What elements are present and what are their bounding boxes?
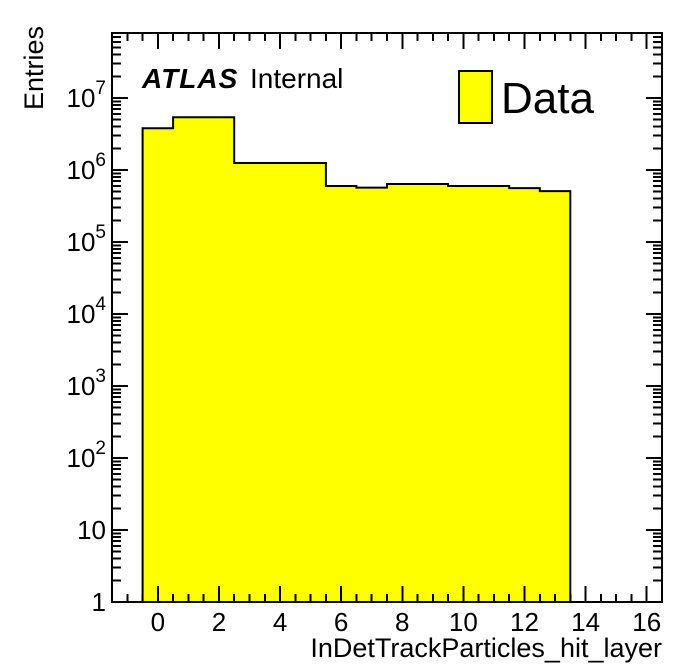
y-tick-label: 104 — [67, 294, 107, 329]
y-tick-label: 103 — [67, 366, 107, 401]
legend-swatch — [458, 70, 493, 124]
y-tick-label: 107 — [67, 78, 107, 113]
x-axis-title: InDetTrackParticles_hit_layer — [310, 633, 662, 663]
legend-label: Data — [501, 74, 594, 123]
x-tick-label: 16 — [632, 607, 661, 637]
y-tick-label: 1 — [92, 587, 106, 617]
x-tick-label: 0 — [151, 607, 165, 637]
x-tick-label: 2 — [212, 607, 226, 637]
atlas-label: ATLAS — [141, 63, 238, 94]
x-tick-label: 6 — [334, 607, 348, 637]
y-tick-label: 106 — [67, 150, 107, 185]
x-tick-label: 8 — [395, 607, 409, 637]
x-tick-label: 4 — [273, 607, 287, 637]
y-tick-label: 102 — [67, 438, 107, 473]
x-tick-label: 14 — [571, 607, 600, 637]
atlas-sublabel: Internal — [250, 63, 343, 94]
histogram-area — [141, 116, 572, 603]
y-axis-title: Entries — [19, 26, 49, 110]
x-tick-label: 10 — [449, 607, 478, 637]
x-tick-label: 12 — [510, 607, 539, 637]
y-tick-label: 10 — [77, 515, 106, 545]
y-tick-label: 105 — [67, 222, 107, 257]
